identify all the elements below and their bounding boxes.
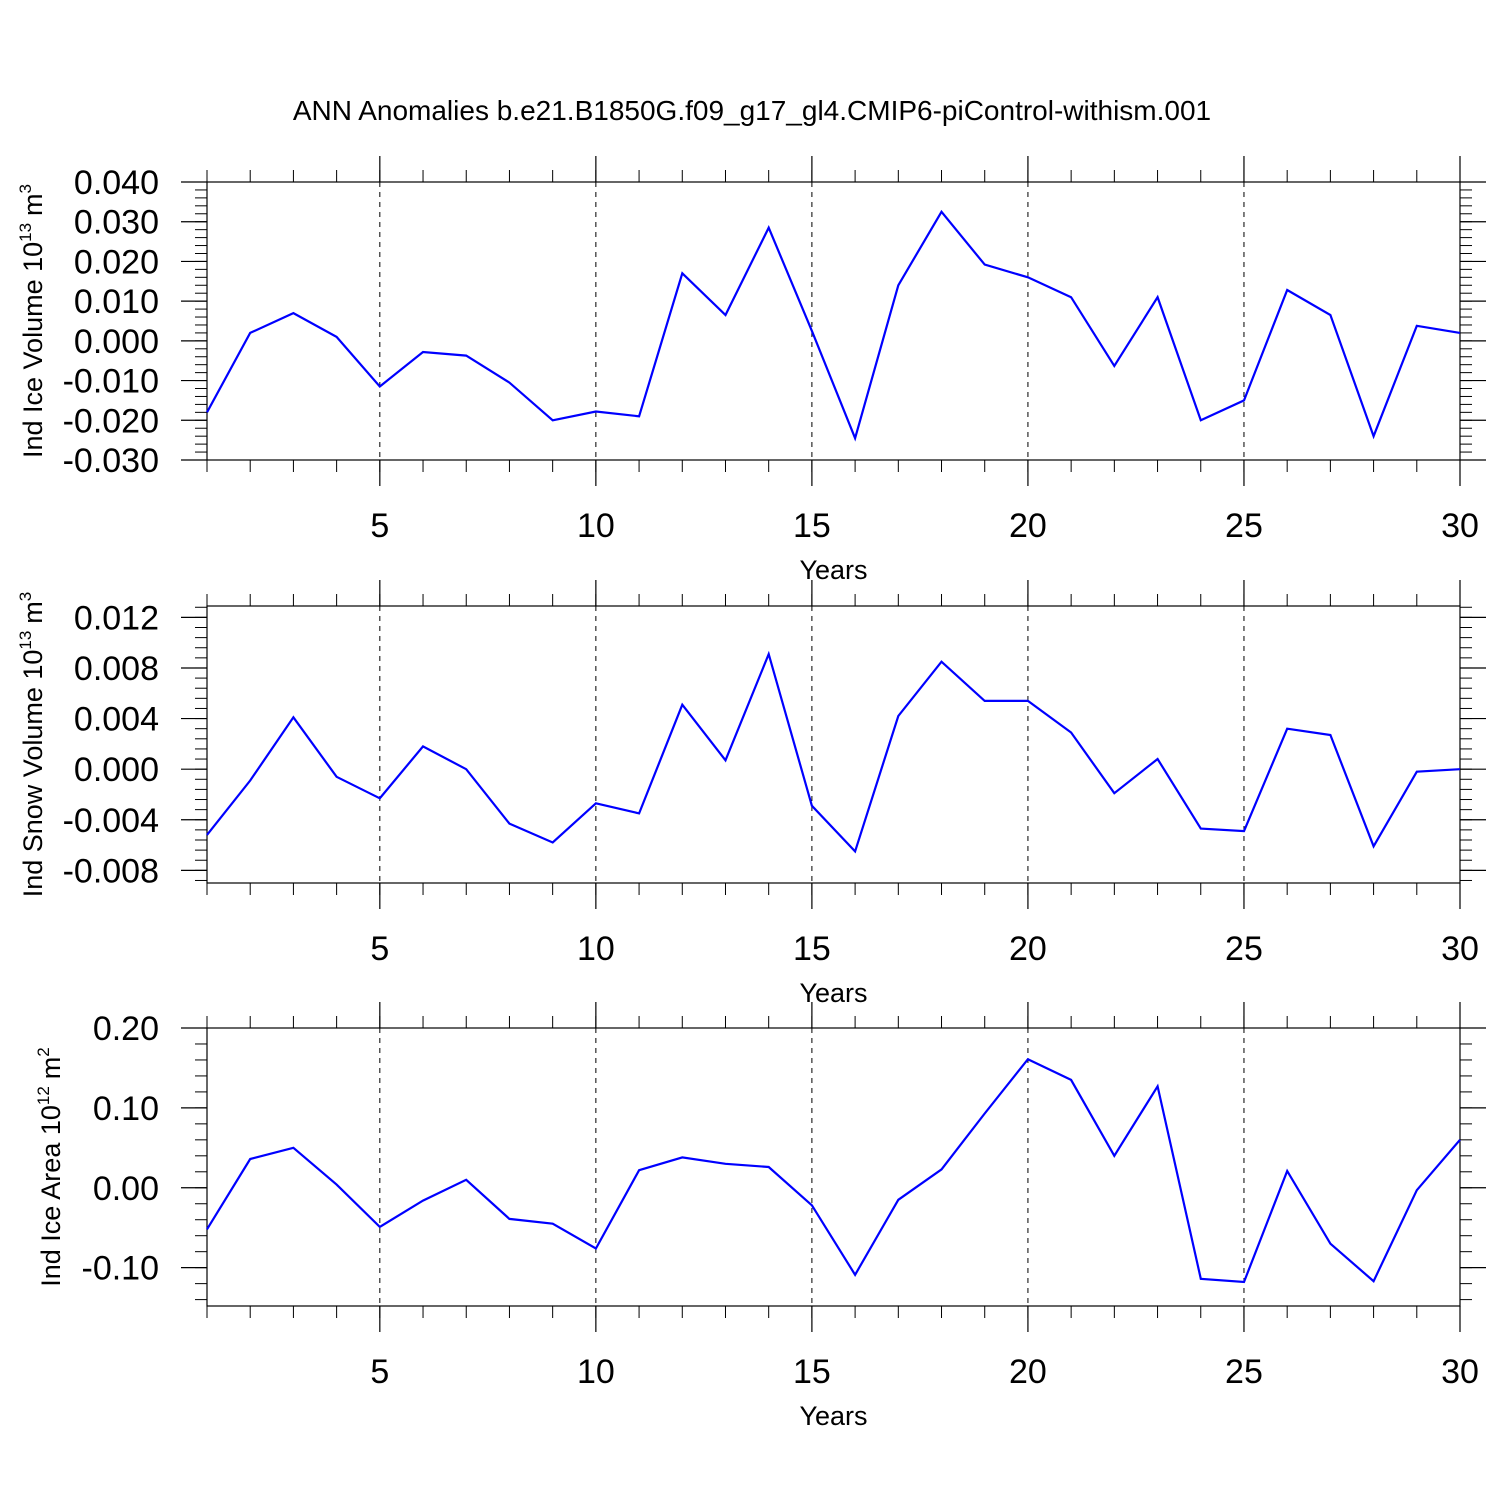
x-axis-title: Years: [799, 1401, 867, 1431]
series-line: [206, 209, 1461, 442]
y-tick-label: -0.030: [63, 442, 159, 480]
y-tick-label: 0.030: [74, 204, 159, 242]
x-tick-label: 25: [1225, 930, 1263, 968]
panel-3: 5 10 15 20 25 30 -0.10 0.00 0.10 0.20 Years Ind Ice…: [34, 1002, 1486, 1431]
y-axis-title: Ind Ice Area 1012 m2: [34, 1047, 66, 1287]
x-tick-label: 20: [1009, 930, 1047, 968]
y-tick-label: 0.004: [74, 701, 159, 739]
x-tick-label: 25: [1225, 1353, 1263, 1391]
plot-frame: [206, 605, 1461, 884]
x-tick-label: 30: [1441, 1353, 1479, 1391]
y-axis-title-exponent: 13: [16, 631, 35, 650]
y-tick-label: 0.008: [74, 650, 159, 688]
x-tick-label: 20: [1009, 507, 1047, 545]
y-axis-title-text: Ind Snow Volume 10: [18, 650, 48, 898]
y-tick-label: -0.020: [63, 402, 159, 440]
y-axis-title-exponent: 13: [16, 223, 35, 242]
y-tick-label: 0.20: [93, 1010, 159, 1048]
x-axis-title: Years: [799, 978, 867, 1008]
x-tick-label: 5: [370, 507, 389, 545]
y-tick-label: -0.10: [82, 1250, 160, 1288]
series-line: [206, 1057, 1461, 1284]
y-axis-title-unit: m: [18, 193, 48, 216]
y-tick-label: -0.004: [63, 802, 159, 840]
x-tick-label: 15: [793, 930, 831, 968]
x-tick-label: 20: [1009, 1353, 1047, 1391]
y-tick-label: 0.012: [74, 599, 159, 637]
x-axis-title: Years: [799, 555, 867, 585]
y-tick-label: 0.020: [74, 243, 159, 281]
x-tick-label: 25: [1225, 507, 1263, 545]
y-tick-label: 0.000: [74, 751, 159, 789]
y-axis-title-text: Ind Ice Area 10: [36, 1105, 66, 1287]
series-line: [206, 650, 1461, 854]
x-tick-label: 10: [577, 930, 615, 968]
y-axis-title-text: Ind Ice Volume 10: [18, 242, 48, 458]
y-tick-label: 0.10: [93, 1090, 159, 1128]
x-tick-label: 5: [370, 930, 389, 968]
panels: 5 10 15 20 25 30-0.030-0.020-0.0100.0000.0100…: [16, 156, 1486, 1431]
y-axis-title-unit-exponent: 2: [34, 1047, 53, 1056]
y-axis-title: Ind Ice Volume 1013 m3: [16, 184, 48, 458]
y-axis-title-unit: m: [18, 601, 48, 624]
y-tick-label: -0.010: [63, 363, 159, 401]
y-tick-label: 0.000: [74, 323, 159, 361]
x-tick-label: 5: [370, 1353, 389, 1391]
y-tick-label: 0.010: [74, 283, 159, 321]
y-axis-title-exponent: 12: [34, 1086, 53, 1105]
panel-1: 5 10 15 20 25 30-0.030-0.020-0.0100.0000.0100…: [16, 156, 1486, 585]
y-axis-title-unit-exponent: 3: [16, 184, 35, 193]
x-tick-label: 10: [577, 1353, 615, 1391]
plot-frame: [206, 1027, 1461, 1307]
y-axis-title-unit: m: [36, 1057, 66, 1080]
x-tick-label: 30: [1441, 930, 1479, 968]
x-tick-label: 15: [793, 1353, 831, 1391]
y-tick-label: 0.040: [74, 164, 159, 202]
chart-title: ANN Anomalies b.e21.B1850G.f09_g17_gl4.C…: [293, 95, 1211, 126]
plot-frame: [206, 181, 1461, 461]
panel-2: 5 10 15 20 25 30 -0.008 -0.004 0.000 0.004 0.008 0.…: [16, 580, 1486, 1008]
y-tick-label: 0.00: [93, 1170, 159, 1208]
y-tick-label: -0.008: [63, 852, 159, 890]
x-tick-label: 10: [577, 507, 615, 545]
y-axis-title: Ind Snow Volume 1013 m3: [16, 592, 48, 898]
y-axis-title-unit-exponent: 3: [16, 592, 35, 601]
x-tick-label: 30: [1441, 507, 1479, 545]
x-tick-label: 15: [793, 507, 831, 545]
